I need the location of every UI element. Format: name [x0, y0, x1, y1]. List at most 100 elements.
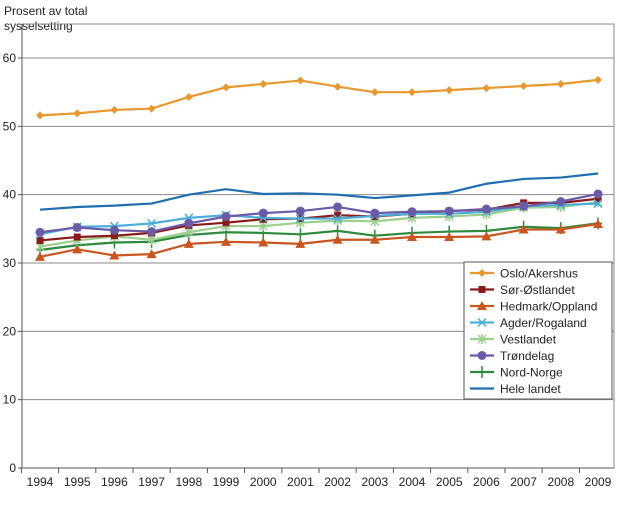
- series-line: [39, 172, 599, 211]
- y-tick-label: 30: [3, 256, 17, 270]
- triangle-marker: [477, 301, 487, 310]
- circle-marker: [109, 225, 119, 235]
- circle-marker: [444, 206, 454, 216]
- y-tick-label: 10: [3, 393, 17, 407]
- circle-marker: [221, 212, 231, 222]
- circle-marker: [370, 208, 380, 218]
- triangle-marker: [258, 237, 269, 247]
- plot-frame: [21, 23, 615, 469]
- circle-marker: [35, 227, 45, 237]
- series-oslo-akershus: [36, 75, 602, 120]
- circle-marker: [258, 208, 268, 218]
- x-tick-label: 2008: [547, 475, 574, 489]
- diamond-marker: [110, 105, 119, 114]
- circle-marker: [295, 206, 305, 216]
- triangle-marker: [72, 244, 83, 254]
- circle-marker: [477, 351, 487, 360]
- square-marker: [478, 286, 486, 293]
- x-tick-label: 1996: [101, 475, 128, 489]
- diamond-marker: [259, 79, 268, 88]
- y-tick-label: 0: [9, 461, 16, 475]
- diamond-marker: [370, 88, 379, 97]
- diamond-marker: [222, 83, 230, 92]
- legend-item: Oslo/Akershus: [470, 267, 578, 281]
- circle-marker: [593, 189, 603, 199]
- y-tick-label: 50: [3, 119, 17, 133]
- diamond-marker: [184, 92, 193, 101]
- circle-marker: [407, 207, 417, 217]
- legend-label: Sør-Østlandet: [500, 283, 575, 297]
- plus-marker: [296, 228, 305, 241]
- x-tick-label: 2006: [473, 475, 500, 489]
- diamond-marker: [73, 109, 82, 118]
- legend-label: Oslo/Akershus: [500, 267, 578, 281]
- series-line: [39, 197, 599, 242]
- star-marker: [477, 334, 487, 344]
- legend-label: Nord-Norge: [500, 366, 563, 380]
- y-axis-label: Prosent av total sysselsetting: [4, 4, 88, 33]
- legend-label: Vestlandet: [500, 333, 557, 347]
- circle-marker: [72, 222, 82, 232]
- series-line: [39, 222, 599, 258]
- square-marker: [594, 195, 602, 203]
- diamond-marker: [333, 82, 342, 91]
- y-tick-label: 20: [3, 324, 17, 338]
- circle-marker: [556, 197, 566, 206]
- series-line: [39, 192, 599, 234]
- triangle-marker: [518, 224, 529, 234]
- series-line: [39, 78, 599, 117]
- x-tick-label: 2009: [585, 475, 612, 489]
- series-hedmark-oppland: [35, 219, 603, 261]
- series-tr-ndelag: [35, 189, 603, 237]
- square-marker: [222, 219, 230, 227]
- x-tick-label: 2003: [361, 475, 388, 489]
- triangle-marker: [555, 224, 566, 234]
- legend-box: [463, 261, 613, 400]
- x-tick-label: 2005: [436, 475, 463, 489]
- triangle-marker: [35, 251, 45, 261]
- x-marker: [147, 218, 157, 228]
- star-marker: [147, 234, 157, 245]
- triangle-marker: [332, 234, 343, 244]
- diamond-marker: [296, 76, 305, 85]
- diamond-marker: [147, 104, 156, 113]
- diamond-marker: [556, 79, 565, 88]
- legend-label: Hedmark/Oppland: [500, 300, 597, 314]
- circle-marker: [333, 202, 343, 212]
- triangle-marker: [221, 236, 231, 246]
- triangle-marker: [407, 232, 417, 242]
- y-tick-label: 60: [3, 51, 17, 65]
- series-line: [39, 201, 599, 248]
- diamond-marker: [594, 75, 602, 84]
- triangle-marker: [444, 232, 455, 242]
- legend-item: Hedmark/Oppland: [470, 300, 597, 314]
- legend-item: Hele landet: [470, 382, 561, 396]
- x-tick-label: 1998: [175, 475, 202, 489]
- series-hele-landet: [39, 172, 599, 211]
- diamond-marker: [482, 84, 491, 93]
- legend-item: Sør-Østlandet: [470, 283, 575, 297]
- circle-marker: [184, 218, 194, 228]
- legend-item: Vestlandet: [470, 333, 557, 347]
- square-marker: [73, 233, 81, 241]
- triangle-marker: [593, 219, 603, 229]
- square-marker: [259, 215, 267, 223]
- legend-item: Nord-Norge: [470, 366, 563, 380]
- x-tick-label: 2007: [510, 475, 537, 489]
- triangle-marker: [109, 250, 120, 260]
- x-tick-label: 1999: [213, 475, 240, 489]
- series-line: [39, 222, 599, 252]
- x-tick-label: 2001: [287, 475, 314, 489]
- x-tick-label: 2000: [250, 475, 277, 489]
- circle-marker: [519, 201, 529, 211]
- triangle-marker: [295, 238, 306, 248]
- diamond-marker: [519, 82, 528, 91]
- x-tick-label: 2004: [399, 475, 426, 489]
- legend: Oslo/Akershus Sør-Østlandet Hedmark/Opplan…: [463, 261, 613, 400]
- y-tick-label: 40: [3, 188, 17, 202]
- legend-label: Trøndelag: [500, 349, 554, 363]
- circle-marker: [481, 204, 491, 214]
- x-tick-label: 1994: [27, 475, 54, 489]
- x-marker: [333, 214, 343, 224]
- x-marker: [477, 317, 487, 328]
